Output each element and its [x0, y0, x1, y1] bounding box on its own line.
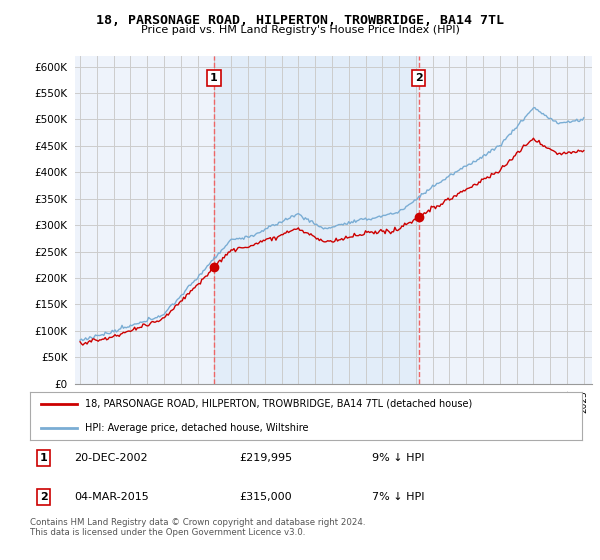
- Text: 18, PARSONAGE ROAD, HILPERTON, TROWBRIDGE, BA14 7TL: 18, PARSONAGE ROAD, HILPERTON, TROWBRIDG…: [96, 14, 504, 27]
- Text: 1: 1: [40, 453, 47, 463]
- Text: 2: 2: [40, 492, 47, 502]
- Text: Price paid vs. HM Land Registry's House Price Index (HPI): Price paid vs. HM Land Registry's House …: [140, 25, 460, 35]
- Text: 7% ↓ HPI: 7% ↓ HPI: [372, 492, 425, 502]
- Bar: [214, 56, 419, 384]
- Text: £219,995: £219,995: [240, 453, 293, 463]
- Text: 18, PARSONAGE ROAD, HILPERTON, TROWBRIDGE, BA14 7TL (detached house): 18, PARSONAGE ROAD, HILPERTON, TROWBRIDG…: [85, 399, 472, 409]
- Text: £315,000: £315,000: [240, 492, 292, 502]
- Text: 04-MAR-2015: 04-MAR-2015: [74, 492, 149, 502]
- Text: HPI: Average price, detached house, Wiltshire: HPI: Average price, detached house, Wilt…: [85, 423, 309, 433]
- Text: 1: 1: [210, 73, 218, 83]
- Text: 2: 2: [415, 73, 422, 83]
- Text: Contains HM Land Registry data © Crown copyright and database right 2024.
This d: Contains HM Land Registry data © Crown c…: [30, 518, 365, 538]
- Text: 9% ↓ HPI: 9% ↓ HPI: [372, 453, 425, 463]
- Text: 20-DEC-2002: 20-DEC-2002: [74, 453, 148, 463]
